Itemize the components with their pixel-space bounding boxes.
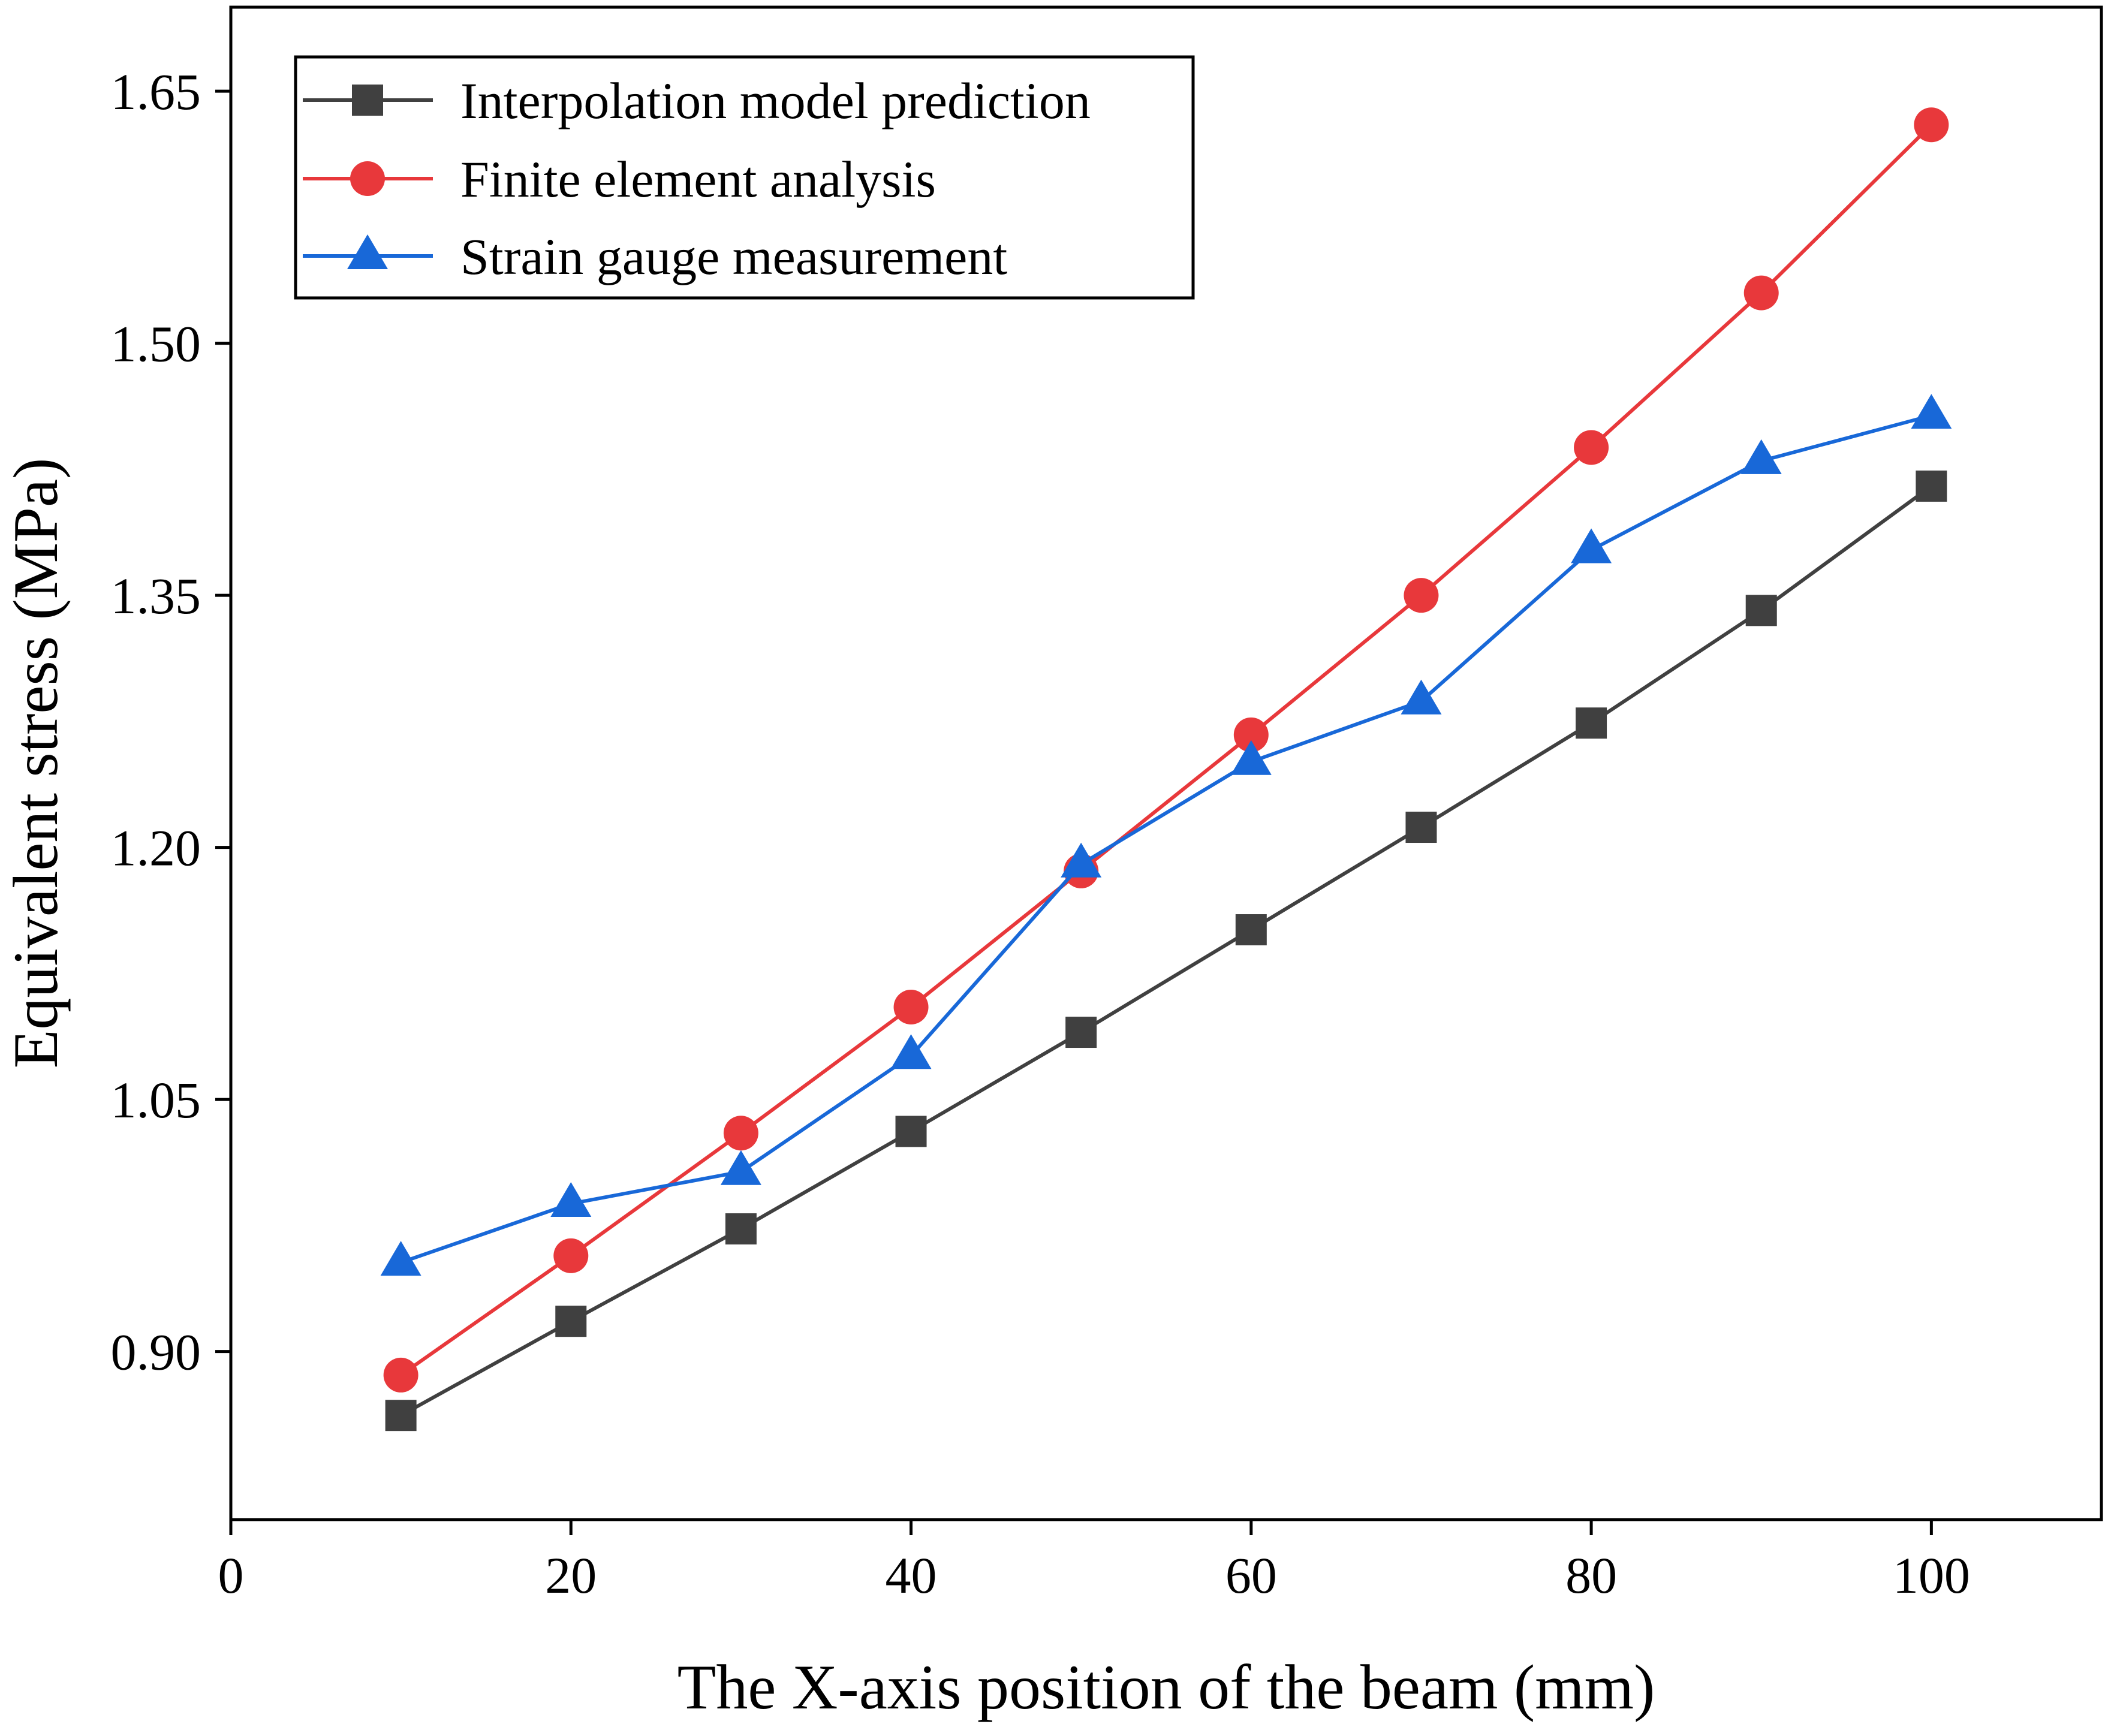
y-tick-label: 1.05 bbox=[111, 1071, 201, 1129]
x-tick-label: 40 bbox=[886, 1547, 937, 1604]
series-layer bbox=[380, 107, 1952, 1431]
legend-box bbox=[294, 55, 1195, 300]
legend-marker-square bbox=[352, 85, 383, 116]
y-tick-label: 1.65 bbox=[111, 63, 201, 120]
data-point-triangle bbox=[1740, 439, 1782, 474]
y-axis: 0.90 1.05 1.20 1.35 1.50 1.65 bbox=[111, 63, 231, 1381]
data-point-triangle bbox=[890, 1034, 932, 1069]
plot-frame bbox=[229, 5, 2103, 1521]
data-point-square bbox=[385, 1400, 417, 1431]
data-point-triangle bbox=[1230, 740, 1272, 775]
series-circle bbox=[383, 107, 1949, 1393]
y-tick-label: 1.50 bbox=[111, 315, 201, 373]
data-point-square bbox=[1405, 812, 1437, 843]
data-point-circle bbox=[383, 1357, 418, 1393]
data-point-circle bbox=[893, 989, 929, 1024]
data-point-square bbox=[1065, 1017, 1097, 1048]
data-point-square bbox=[895, 1116, 927, 1147]
data-point-square bbox=[1745, 595, 1777, 626]
legend-marker-triangle bbox=[347, 234, 388, 269]
y-axis-title: Equivalent stress (MPa) bbox=[1, 458, 71, 1069]
data-point-circle bbox=[1743, 275, 1779, 311]
data-point-circle bbox=[723, 1116, 758, 1151]
y-tick-label: 1.20 bbox=[111, 819, 201, 877]
x-axis-title: The X-axis position of the beam (mm) bbox=[677, 1652, 1655, 1722]
data-point-square bbox=[1916, 470, 1947, 502]
y-tick-label: 0.90 bbox=[111, 1324, 201, 1381]
series-line bbox=[399, 123, 1933, 1377]
data-point-square bbox=[1235, 914, 1267, 946]
data-point-circle bbox=[1574, 430, 1609, 465]
legend-marker-circle bbox=[350, 161, 385, 196]
x-axis: 0 20 40 60 80 100 bbox=[218, 1520, 1970, 1604]
series-line bbox=[400, 484, 1933, 1417]
series-triangle bbox=[380, 394, 1952, 1276]
x-tick-label: 0 bbox=[218, 1547, 244, 1604]
x-tick-label: 100 bbox=[1893, 1547, 1970, 1604]
data-point-triangle bbox=[1911, 394, 1952, 429]
data-point-square bbox=[1576, 707, 1607, 739]
data-point-circle bbox=[1233, 717, 1269, 752]
series-square bbox=[385, 470, 1947, 1431]
data-point-circle bbox=[1404, 578, 1439, 613]
legend: Interpolation model prediction Finite ele… bbox=[294, 55, 1195, 300]
data-point-triangle bbox=[1401, 679, 1442, 715]
data-point-circle bbox=[1914, 107, 1949, 143]
data-point-circle bbox=[553, 1238, 589, 1273]
data-point-triangle bbox=[380, 1241, 421, 1276]
legend-label: Finite element analysis bbox=[460, 150, 936, 208]
data-point-triangle bbox=[720, 1150, 761, 1185]
legend-label: Interpolation model prediction bbox=[460, 72, 1091, 129]
x-tick-label: 80 bbox=[1565, 1547, 1617, 1604]
x-tick-label: 20 bbox=[545, 1547, 597, 1604]
data-point-triangle bbox=[1061, 842, 1102, 878]
data-point-triangle bbox=[550, 1182, 592, 1217]
data-point-triangle bbox=[1571, 528, 1612, 563]
x-tick-label: 60 bbox=[1225, 1547, 1277, 1604]
data-point-square bbox=[725, 1213, 757, 1245]
data-point-square bbox=[555, 1306, 587, 1337]
legend-label: Strain gauge measurement bbox=[460, 228, 1007, 285]
y-tick-label: 1.35 bbox=[111, 567, 201, 625]
series-line bbox=[400, 414, 1932, 1264]
